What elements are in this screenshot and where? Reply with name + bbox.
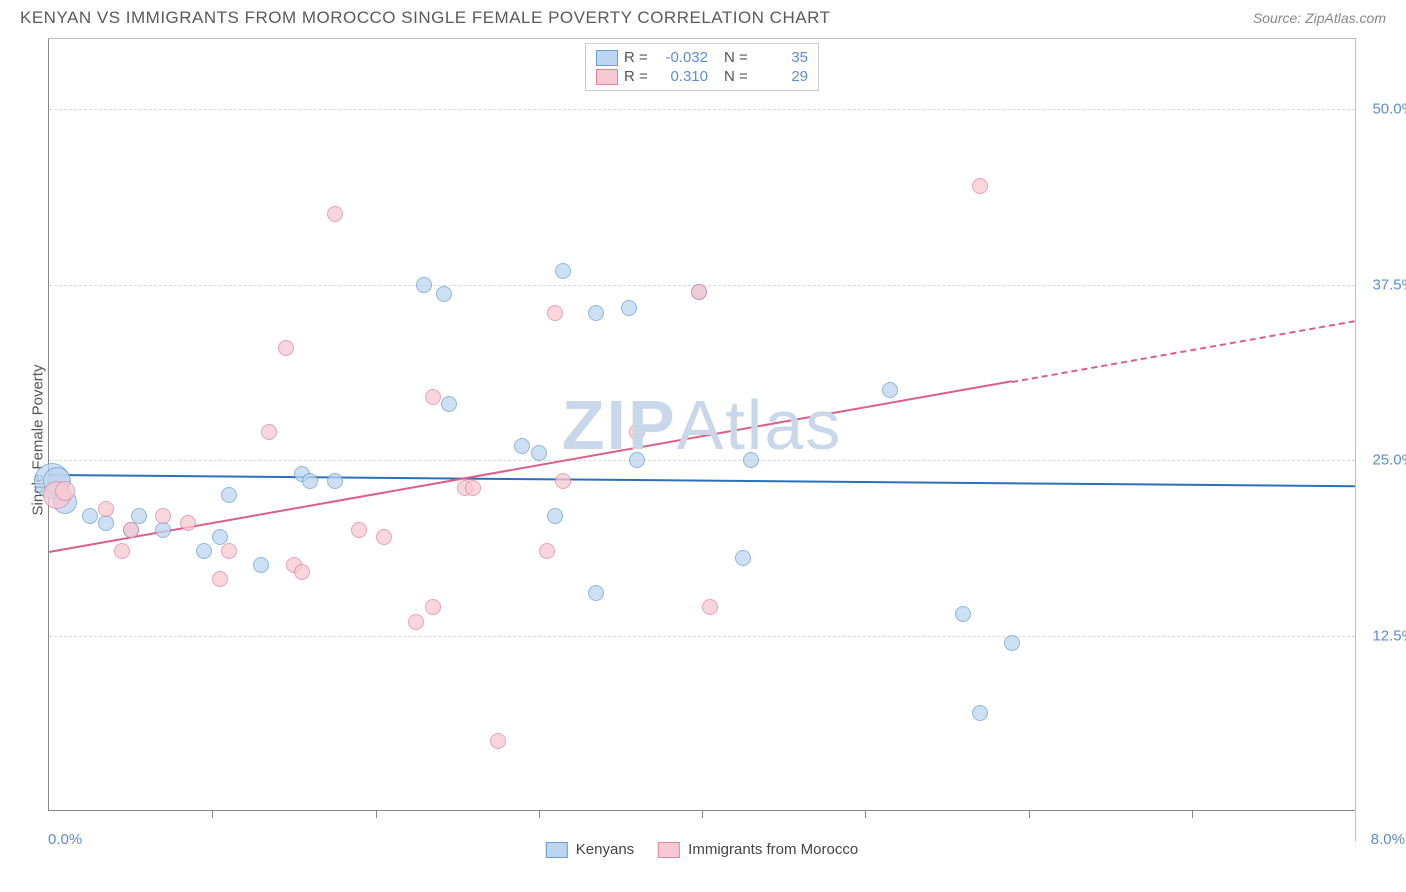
data-point-kenyans: [882, 382, 898, 398]
gridline: [49, 636, 1355, 637]
y-tick-label: 37.5%: [1360, 276, 1406, 293]
data-point-morocco: [123, 522, 139, 538]
legend-stats: R = -0.032 N = 35 R = 0.310 N = 29: [585, 43, 819, 91]
data-point-kenyans: [327, 473, 343, 489]
data-point-morocco: [221, 543, 237, 559]
legend-swatch: [596, 50, 618, 66]
legend-swatch: [546, 842, 568, 858]
data-point-kenyans: [196, 543, 212, 559]
data-point-kenyans: [221, 487, 237, 503]
data-point-morocco: [294, 564, 310, 580]
data-point-kenyans: [735, 550, 751, 566]
legend-item-morocco: Immigrants from Morocco: [658, 841, 858, 858]
data-point-morocco: [425, 599, 441, 615]
legend-r-value: -0.032: [656, 49, 708, 66]
plot-area: ZIPAtlas R =-0.032N =35R =0.310N =29 Ken…: [48, 39, 1355, 811]
data-point-kenyans: [514, 438, 530, 454]
y-tick-label: 25.0%: [1360, 452, 1406, 469]
data-point-morocco: [351, 522, 367, 538]
data-point-kenyans: [82, 508, 98, 524]
data-point-kenyans: [743, 452, 759, 468]
legend-n-value: 35: [756, 49, 808, 66]
chart-title: KENYAN VS IMMIGRANTS FROM MOROCCO SINGLE…: [20, 8, 830, 28]
data-point-morocco: [278, 340, 294, 356]
data-point-morocco: [327, 206, 343, 222]
data-point-kenyans: [1004, 635, 1020, 651]
source-attribution: Source: ZipAtlas.com: [1253, 10, 1386, 26]
data-point-kenyans: [629, 452, 645, 468]
y-tick-label: 12.5%: [1360, 627, 1406, 644]
data-point-kenyans: [531, 445, 547, 461]
legend-label: Immigrants from Morocco: [688, 841, 858, 858]
data-point-kenyans: [972, 705, 988, 721]
data-point-morocco: [408, 614, 424, 630]
data-point-morocco: [702, 599, 718, 615]
data-point-kenyans: [98, 515, 114, 531]
data-point-kenyans: [416, 277, 432, 293]
legend-series: Kenyans Immigrants from Morocco: [546, 841, 858, 858]
data-point-morocco: [490, 733, 506, 749]
legend-item-kenyans: Kenyans: [546, 841, 634, 858]
data-point-morocco: [465, 480, 481, 496]
data-point-kenyans: [588, 305, 604, 321]
data-point-kenyans: [547, 508, 563, 524]
x-axis-max-label: 8.0%: [1371, 831, 1405, 848]
data-point-kenyans: [588, 585, 604, 601]
data-point-kenyans: [621, 300, 637, 316]
legend-r-label: R =: [624, 68, 650, 85]
data-point-kenyans: [253, 557, 269, 573]
data-point-morocco: [972, 178, 988, 194]
data-point-morocco: [98, 501, 114, 517]
data-point-morocco: [55, 481, 75, 501]
legend-n-value: 29: [756, 68, 808, 85]
legend-r-label: R =: [624, 49, 650, 66]
data-point-morocco: [547, 305, 563, 321]
data-point-kenyans: [555, 263, 571, 279]
data-point-morocco: [114, 543, 130, 559]
legend-label: Kenyans: [576, 841, 634, 858]
gridline: [49, 109, 1355, 110]
data-point-kenyans: [155, 522, 171, 538]
legend-r-value: 0.310: [656, 68, 708, 85]
data-point-morocco: [539, 543, 555, 559]
data-point-kenyans: [441, 396, 457, 412]
legend-n-label: N =: [724, 49, 750, 66]
data-point-morocco: [155, 508, 171, 524]
data-point-morocco: [376, 529, 392, 545]
trend-line: [49, 474, 1355, 487]
data-point-kenyans: [955, 606, 971, 622]
data-point-morocco: [261, 424, 277, 440]
chart-container: Single Female Poverty ZIPAtlas R =-0.032…: [48, 38, 1356, 841]
legend-n-label: N =: [724, 68, 750, 85]
legend-stat-row-morocco: R = 0.310 N = 29: [596, 67, 808, 86]
legend-swatch: [596, 69, 618, 85]
data-point-morocco: [629, 424, 645, 440]
data-point-morocco: [555, 473, 571, 489]
legend-stat-row-kenyans: R = -0.032 N = 35: [596, 48, 808, 67]
data-point-morocco: [180, 515, 196, 531]
data-point-morocco: [425, 389, 441, 405]
legend-swatch: [658, 842, 680, 858]
data-point-kenyans: [302, 473, 318, 489]
x-axis-min-label: 0.0%: [48, 831, 82, 848]
data-point-kenyans: [436, 286, 452, 302]
y-tick-label: 50.0%: [1360, 101, 1406, 118]
data-point-morocco: [691, 284, 707, 300]
gridline: [49, 460, 1355, 461]
data-point-morocco: [212, 571, 228, 587]
trend-line-extrapolated: [1012, 320, 1355, 383]
